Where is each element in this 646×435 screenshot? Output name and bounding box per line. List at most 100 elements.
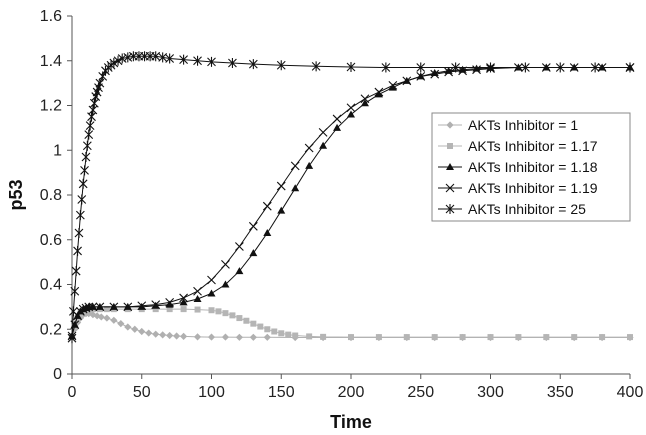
x-tick-label: 200	[338, 384, 365, 401]
data-point	[180, 306, 187, 313]
x-tick-label: 300	[477, 384, 504, 401]
legend: AKTs Inhibitor = 1 AKTs Inhibitor = 1.17 A…	[431, 112, 631, 222]
data-point	[276, 181, 286, 191]
data-point	[193, 295, 202, 303]
data-point	[207, 333, 216, 341]
legend-label: AKTs Inhibitor = 1	[468, 117, 578, 133]
data-point	[151, 51, 161, 62]
data-point	[306, 333, 313, 340]
data-point	[291, 184, 300, 192]
data-point	[228, 57, 237, 68]
data-point	[222, 310, 229, 317]
legend-swatch-marker	[446, 163, 454, 170]
data-point	[208, 307, 215, 314]
data-point	[332, 114, 342, 124]
data-point	[278, 330, 285, 337]
data-point	[207, 275, 216, 285]
data-point	[305, 161, 314, 169]
data-point	[248, 59, 258, 70]
data-point	[179, 293, 188, 303]
data-point	[145, 329, 153, 337]
data-point	[458, 66, 467, 76]
data-point	[158, 52, 168, 63]
data-point	[179, 298, 188, 306]
data-point	[194, 306, 201, 313]
data-point	[520, 62, 530, 73]
data-point	[571, 334, 578, 341]
data-point	[451, 62, 461, 73]
data-point	[388, 83, 397, 91]
data-point	[159, 331, 167, 339]
data-point	[165, 300, 174, 308]
y-tick-label: 0.2	[40, 321, 62, 338]
data-point	[173, 332, 181, 340]
data-point	[304, 143, 314, 153]
y-tick-label: 0.4	[40, 277, 62, 294]
data-point	[207, 56, 216, 67]
legend-box	[431, 112, 631, 222]
data-point	[627, 334, 633, 341]
y-axis-title: p53	[6, 179, 26, 210]
legend-item: AKTs Inhibitor = 1	[438, 117, 578, 133]
data-point	[71, 266, 81, 277]
legend-item: AKTs Inhibitor = 1.17	[438, 138, 598, 154]
data-point	[276, 60, 286, 71]
data-point	[88, 104, 98, 115]
y-tick-label: 0.6	[40, 232, 62, 249]
data-point	[221, 259, 230, 269]
data-point	[80, 165, 89, 176]
data-point	[360, 99, 369, 107]
legend-swatch-marker	[445, 183, 455, 193]
data-point	[235, 333, 243, 341]
data-point	[215, 308, 222, 315]
data-point	[486, 62, 495, 73]
data-point	[97, 313, 105, 321]
legend-item: AKTs Inhibitor = 25	[438, 201, 586, 217]
data-point	[103, 314, 111, 322]
x-tick-label: 50	[133, 384, 151, 401]
x-tick-label: 350	[547, 384, 574, 401]
data-point	[430, 69, 440, 79]
data-point	[249, 249, 258, 257]
data-point	[138, 327, 146, 336]
data-point	[590, 62, 600, 73]
data-point	[87, 111, 96, 122]
data-point	[311, 61, 321, 72]
y-tick-label: 1.4	[40, 53, 62, 70]
data-point	[263, 333, 271, 341]
data-point	[360, 94, 370, 104]
data-point	[347, 110, 355, 118]
data-point	[180, 332, 188, 341]
data-point	[277, 206, 286, 214]
data-point	[152, 330, 160, 338]
data-point	[402, 76, 412, 86]
data-point	[95, 302, 105, 312]
data-point	[137, 301, 147, 311]
data-point	[346, 62, 356, 73]
y-tick-label: 0	[53, 366, 62, 383]
axes-group: 0 0.2 0.4 0.6 0.8 1 1.2 1.4 1.6 0 50 100 150 200 250 30…	[40, 8, 644, 401]
data-point	[75, 210, 85, 221]
data-point	[515, 334, 522, 341]
series-group	[67, 51, 635, 344]
data-point	[319, 141, 328, 149]
data-point	[117, 53, 127, 64]
data-point	[292, 332, 299, 339]
data-point	[285, 331, 292, 338]
data-point	[249, 333, 257, 341]
series-5	[67, 51, 635, 344]
data-point	[599, 334, 606, 341]
data-point	[103, 306, 110, 313]
legend-swatch-marker	[446, 121, 454, 129]
data-point	[262, 201, 272, 211]
data-point	[165, 53, 175, 64]
legend-label: AKTs Inhibitor = 1.18	[468, 159, 598, 175]
data-point	[131, 325, 139, 333]
data-point	[346, 103, 356, 113]
data-point	[152, 306, 159, 313]
data-point	[403, 334, 410, 341]
x-tick-label: 0	[68, 384, 77, 401]
data-point	[193, 55, 202, 66]
data-point	[110, 316, 118, 324]
